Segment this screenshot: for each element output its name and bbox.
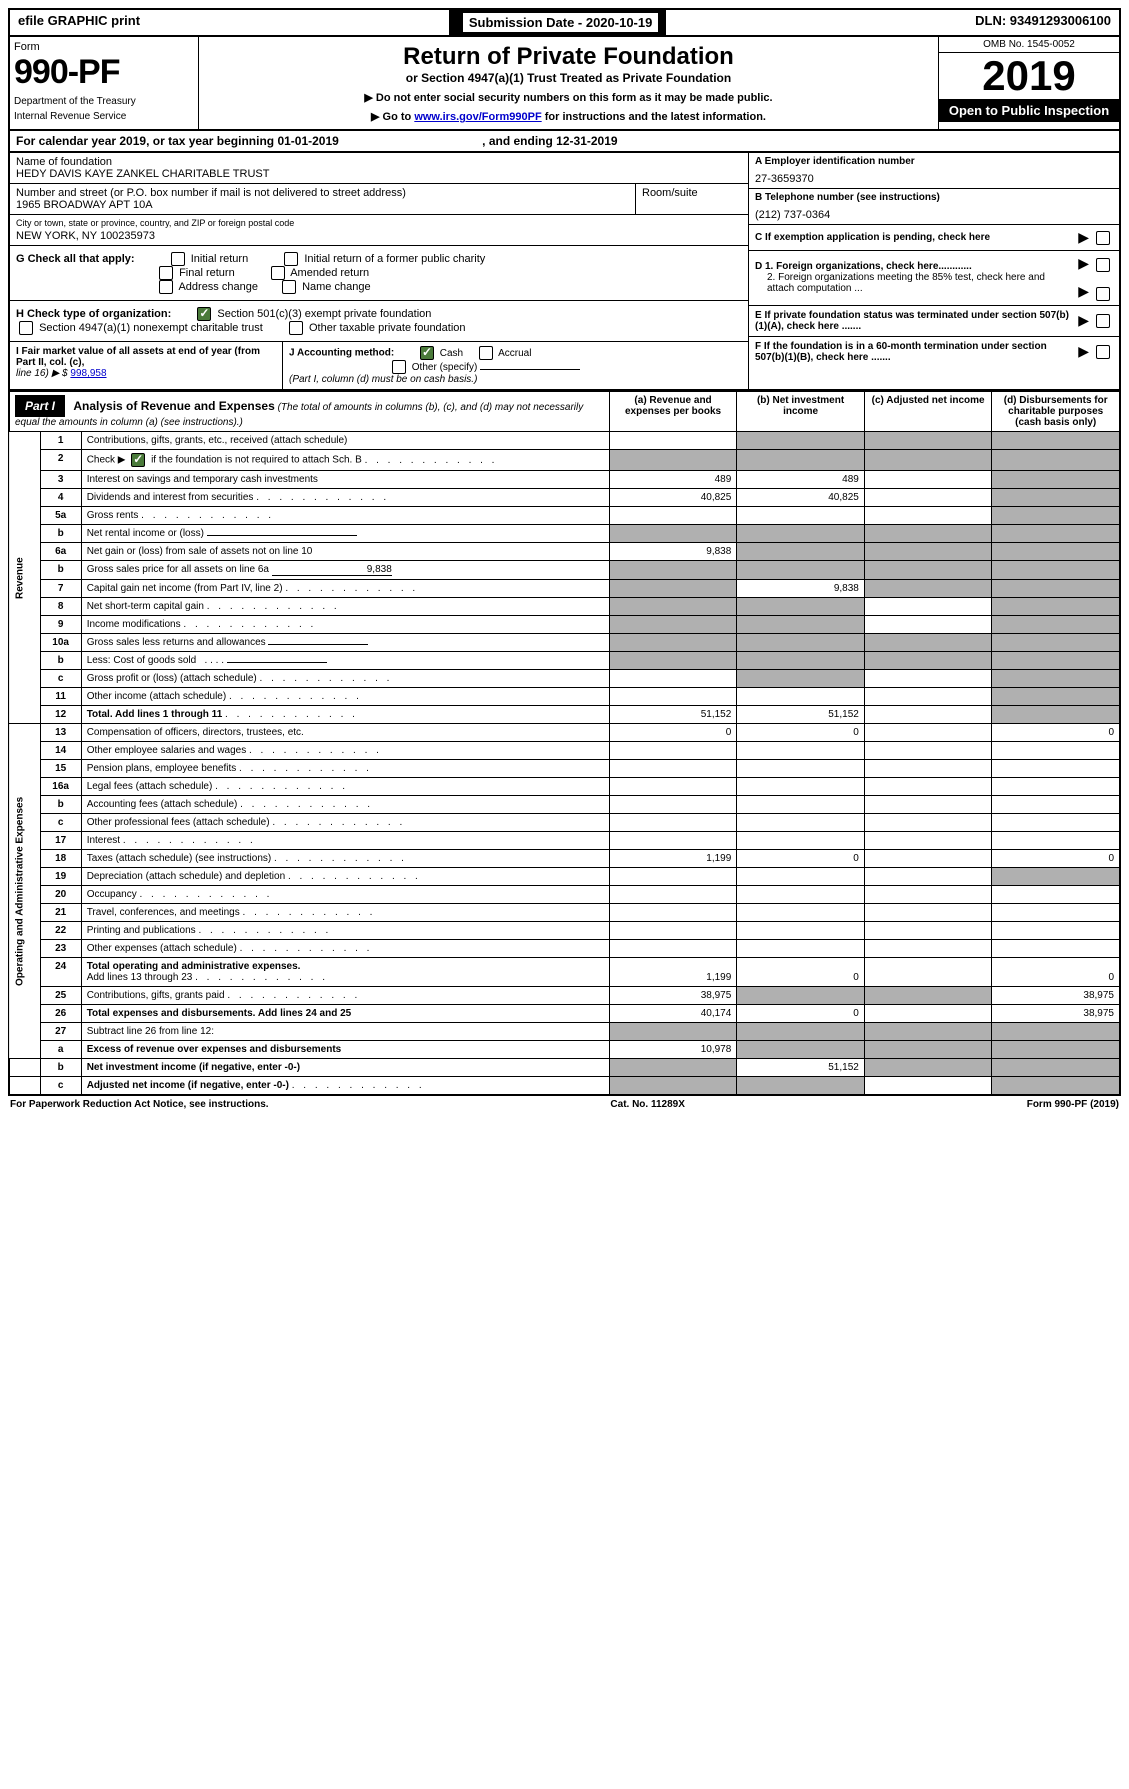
header-center: Return of Private Foundation or Section … bbox=[199, 37, 938, 129]
accrual-checkbox[interactable] bbox=[479, 346, 493, 360]
phone-label: B Telephone number (see instructions) bbox=[755, 192, 940, 203]
d1-label: D 1. Foreign organizations, check here..… bbox=[755, 261, 972, 272]
tax-year: 2019 bbox=[939, 53, 1119, 99]
sch-b-checkbox[interactable] bbox=[131, 453, 145, 467]
arrow-icon: ▶ bbox=[1078, 229, 1089, 246]
arrow-icon: ▶ bbox=[1078, 255, 1089, 271]
top-bar: efile GRAPHIC print Submission Date - 20… bbox=[8, 8, 1121, 37]
dln: DLN: 93491293006100 bbox=[967, 10, 1119, 35]
form-number: 990-PF bbox=[14, 53, 194, 92]
calendar-year-row: For calendar year 2019, or tax year begi… bbox=[8, 131, 1121, 153]
initial-return-checkbox[interactable] bbox=[171, 252, 185, 266]
initial-former-checkbox[interactable] bbox=[284, 252, 298, 266]
name-label: Name of foundation bbox=[16, 156, 742, 168]
foundation-city: NEW YORK, NY 100235973 bbox=[16, 230, 742, 242]
arrow-icon: ▶ bbox=[1078, 283, 1089, 299]
instructions-link[interactable]: www.irs.gov/Form990PF bbox=[414, 111, 541, 123]
info-grid: Name of foundation HEDY DAVIS KAYE ZANKE… bbox=[8, 153, 1121, 391]
e-checkbox[interactable] bbox=[1096, 314, 1110, 328]
col-b: (b) Net investment income bbox=[737, 392, 865, 432]
part1-table: Part I Analysis of Revenue and Expenses … bbox=[8, 391, 1121, 1096]
omb: OMB No. 1545-0052 bbox=[939, 37, 1119, 53]
4947a1-checkbox[interactable] bbox=[19, 321, 33, 335]
phone-value: (212) 737-0364 bbox=[755, 209, 1113, 221]
d2-label: 2. Foreign organizations meeting the 85%… bbox=[767, 272, 1070, 294]
page-footer: For Paperwork Reduction Act Notice, see … bbox=[8, 1096, 1121, 1113]
ein-label: A Employer identification number bbox=[755, 156, 915, 167]
fmv-value[interactable]: 998,958 bbox=[70, 368, 106, 379]
submission-date: Submission Date - 2020-10-19 bbox=[463, 13, 659, 32]
info-left: Name of foundation HEDY DAVIS KAYE ZANKE… bbox=[10, 153, 748, 389]
j-section: J Accounting method: Cash Accrual Other … bbox=[283, 342, 748, 389]
col-a: (a) Revenue and expenses per books bbox=[609, 392, 737, 432]
form-header: Form 990-PF Department of the Treasury I… bbox=[8, 37, 1121, 131]
paperwork-notice: For Paperwork Reduction Act Notice, see … bbox=[10, 1099, 269, 1110]
submission-date-box: Submission Date - 2020-10-19 bbox=[449, 10, 667, 35]
foundation-addr: 1965 BROADWAY APT 10A bbox=[16, 199, 629, 211]
subtitle: or Section 4947(a)(1) Trust Treated as P… bbox=[205, 71, 932, 85]
c-label: C If exemption application is pending, c… bbox=[755, 232, 990, 243]
arrow-icon: ▶ bbox=[1078, 312, 1089, 329]
form-label: Form bbox=[14, 41, 194, 53]
note2: ▶ Go to www.irs.gov/Form990PF for instru… bbox=[205, 110, 932, 123]
form-ref: Form 990-PF (2019) bbox=[1027, 1099, 1119, 1110]
efile-label: efile GRAPHIC print bbox=[10, 10, 148, 35]
arrow-icon: ▶ bbox=[1078, 343, 1089, 360]
city-label: City or town, state or province, country… bbox=[16, 218, 742, 228]
501c3-checkbox[interactable] bbox=[197, 307, 211, 321]
revenue-sidebar: Revenue bbox=[9, 432, 40, 724]
room-label: Room/suite bbox=[642, 187, 742, 199]
foundation-name: HEDY DAVIS KAYE ZANKEL CHARITABLE TRUST bbox=[16, 168, 742, 180]
part1-label: Part I bbox=[15, 395, 65, 417]
col-d: (d) Disbursements for charitable purpose… bbox=[992, 392, 1120, 432]
open-public: Open to Public Inspection bbox=[939, 99, 1119, 122]
cat-no: Cat. No. 11289X bbox=[610, 1099, 684, 1110]
i-section: I Fair market value of all assets at end… bbox=[10, 342, 283, 389]
d2-checkbox[interactable] bbox=[1096, 287, 1110, 301]
cash-checkbox[interactable] bbox=[420, 346, 434, 360]
title: Return of Private Foundation bbox=[205, 43, 932, 71]
amended-return-checkbox[interactable] bbox=[271, 266, 285, 280]
g-section: G Check all that apply: Initial return I… bbox=[10, 246, 748, 301]
h-section: H Check type of organization: Section 50… bbox=[10, 301, 748, 342]
name-change-checkbox[interactable] bbox=[282, 280, 296, 294]
header-right: OMB No. 1545-0052 2019 Open to Public In… bbox=[938, 37, 1119, 129]
expenses-sidebar: Operating and Administrative Expenses bbox=[9, 724, 40, 1059]
f-checkbox[interactable] bbox=[1096, 345, 1110, 359]
header-left: Form 990-PF Department of the Treasury I… bbox=[10, 37, 199, 129]
final-return-checkbox[interactable] bbox=[159, 266, 173, 280]
f-label: F If the foundation is in a 60-month ter… bbox=[755, 341, 1047, 363]
c-checkbox[interactable] bbox=[1096, 231, 1110, 245]
ein-value: 27-3659370 bbox=[755, 173, 1113, 185]
irs: Internal Revenue Service bbox=[14, 111, 194, 122]
dept: Department of the Treasury bbox=[14, 96, 194, 107]
addr-change-checkbox[interactable] bbox=[159, 280, 173, 294]
info-right: A Employer identification number 27-3659… bbox=[748, 153, 1119, 389]
d1-checkbox[interactable] bbox=[1096, 258, 1110, 272]
other-taxable-checkbox[interactable] bbox=[289, 321, 303, 335]
note1: ▶ Do not enter social security numbers o… bbox=[205, 91, 932, 104]
col-c: (c) Adjusted net income bbox=[864, 392, 992, 432]
addr-label: Number and street (or P.O. box number if… bbox=[16, 187, 629, 199]
other-method-checkbox[interactable] bbox=[392, 360, 406, 374]
e-label: E If private foundation status was termi… bbox=[755, 310, 1069, 332]
